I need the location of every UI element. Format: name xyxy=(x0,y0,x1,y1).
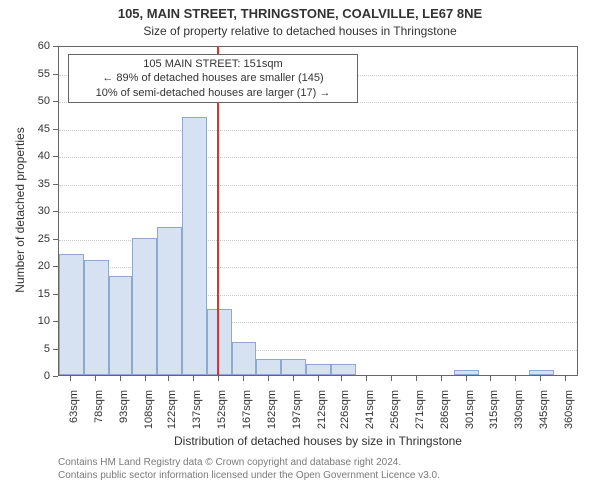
y-tick-mark xyxy=(53,321,58,322)
x-tick-mark xyxy=(416,376,417,381)
y-tick-mark xyxy=(53,211,58,212)
y-tick-mark xyxy=(53,184,58,185)
gridline xyxy=(59,157,577,158)
x-tick-label: 330sqm xyxy=(513,390,525,429)
y-tick-label: 0 xyxy=(0,370,50,382)
x-tick-label: 63sqm xyxy=(68,390,80,423)
x-tick-mark xyxy=(490,376,491,381)
x-tick-mark xyxy=(145,376,146,381)
x-tick-label: 93sqm xyxy=(118,390,130,423)
y-tick-label: 55 xyxy=(0,68,50,80)
y-tick-mark xyxy=(53,294,58,295)
x-axis-title: Distribution of detached houses by size … xyxy=(58,434,578,448)
y-tick-mark xyxy=(53,74,58,75)
gridline xyxy=(59,130,577,131)
copyright-line2: Contains public sector information licen… xyxy=(58,469,440,482)
x-tick-label: 315sqm xyxy=(488,390,500,429)
y-tick-mark xyxy=(53,46,58,47)
histogram-bar xyxy=(232,342,255,375)
x-tick-label: 345sqm xyxy=(538,390,550,429)
page-title-line1: 105, MAIN STREET, THRINGSTONE, COALVILLE… xyxy=(0,6,600,21)
x-tick-label: 182sqm xyxy=(266,390,278,429)
x-tick-label: 108sqm xyxy=(143,390,155,429)
y-tick-mark xyxy=(53,266,58,267)
y-tick-label: 60 xyxy=(0,40,50,52)
x-tick-mark xyxy=(268,376,269,381)
x-tick-mark xyxy=(515,376,516,381)
y-tick-mark xyxy=(53,156,58,157)
histogram-bar xyxy=(281,359,306,376)
histogram-bar xyxy=(454,370,479,376)
x-tick-mark xyxy=(466,376,467,381)
annotation-line1: 105 MAIN STREET: 151sqm xyxy=(75,57,351,71)
x-tick-label: 241sqm xyxy=(364,390,376,429)
x-tick-mark xyxy=(70,376,71,381)
y-tick-mark xyxy=(53,349,58,350)
x-tick-label: 256sqm xyxy=(389,390,401,429)
x-tick-label: 137sqm xyxy=(191,390,203,429)
x-tick-label: 301sqm xyxy=(464,390,476,429)
histogram-bar xyxy=(529,370,554,376)
gridline xyxy=(59,185,577,186)
copyright-line1: Contains HM Land Registry data © Crown c… xyxy=(58,456,440,469)
y-tick-mark xyxy=(53,101,58,102)
x-tick-label: 271sqm xyxy=(414,390,426,429)
x-tick-mark xyxy=(391,376,392,381)
annotation-box: 105 MAIN STREET: 151sqm← 89% of detached… xyxy=(68,54,358,103)
histogram-bar xyxy=(59,254,84,375)
x-tick-label: 226sqm xyxy=(339,390,351,429)
histogram-bar xyxy=(306,364,331,375)
x-tick-mark xyxy=(168,376,169,381)
y-tick-mark xyxy=(53,239,58,240)
x-tick-mark xyxy=(441,376,442,381)
y-tick-mark xyxy=(53,129,58,130)
x-tick-label: 78sqm xyxy=(93,390,105,423)
x-tick-label: 212sqm xyxy=(316,390,328,429)
annotation-line3: 10% of semi-detached houses are larger (… xyxy=(75,86,351,100)
x-tick-mark xyxy=(95,376,96,381)
copyright-block: Contains HM Land Registry data © Crown c… xyxy=(58,456,440,482)
x-tick-label: 167sqm xyxy=(241,390,253,429)
x-tick-mark xyxy=(540,376,541,381)
x-tick-mark xyxy=(218,376,219,381)
x-tick-mark xyxy=(120,376,121,381)
x-tick-mark xyxy=(193,376,194,381)
histogram-bar xyxy=(207,309,232,375)
x-tick-label: 286sqm xyxy=(439,390,451,429)
x-tick-label: 152sqm xyxy=(216,390,228,429)
histogram-bar xyxy=(109,276,132,375)
annotation-line2: ← 89% of detached houses are smaller (14… xyxy=(75,71,351,85)
histogram-bar xyxy=(157,227,182,376)
histogram-bar xyxy=(132,238,157,376)
x-tick-mark xyxy=(341,376,342,381)
y-tick-mark xyxy=(53,376,58,377)
histogram-bar xyxy=(256,359,281,376)
x-tick-mark xyxy=(366,376,367,381)
y-tick-label: 10 xyxy=(0,315,50,327)
x-tick-mark xyxy=(243,376,244,381)
x-tick-label: 360sqm xyxy=(563,390,575,429)
gridline xyxy=(59,212,577,213)
histogram-bar xyxy=(331,364,356,375)
page-title-line2: Size of property relative to detached ho… xyxy=(0,24,600,38)
x-tick-mark xyxy=(565,376,566,381)
x-tick-mark xyxy=(293,376,294,381)
y-tick-label: 5 xyxy=(0,343,50,355)
x-tick-label: 122sqm xyxy=(166,390,178,429)
x-tick-mark xyxy=(318,376,319,381)
x-tick-label: 197sqm xyxy=(291,390,303,429)
histogram-bar xyxy=(182,117,207,376)
y-axis-title: Number of detached properties xyxy=(13,120,27,300)
histogram-bar xyxy=(84,260,109,376)
y-tick-label: 50 xyxy=(0,95,50,107)
